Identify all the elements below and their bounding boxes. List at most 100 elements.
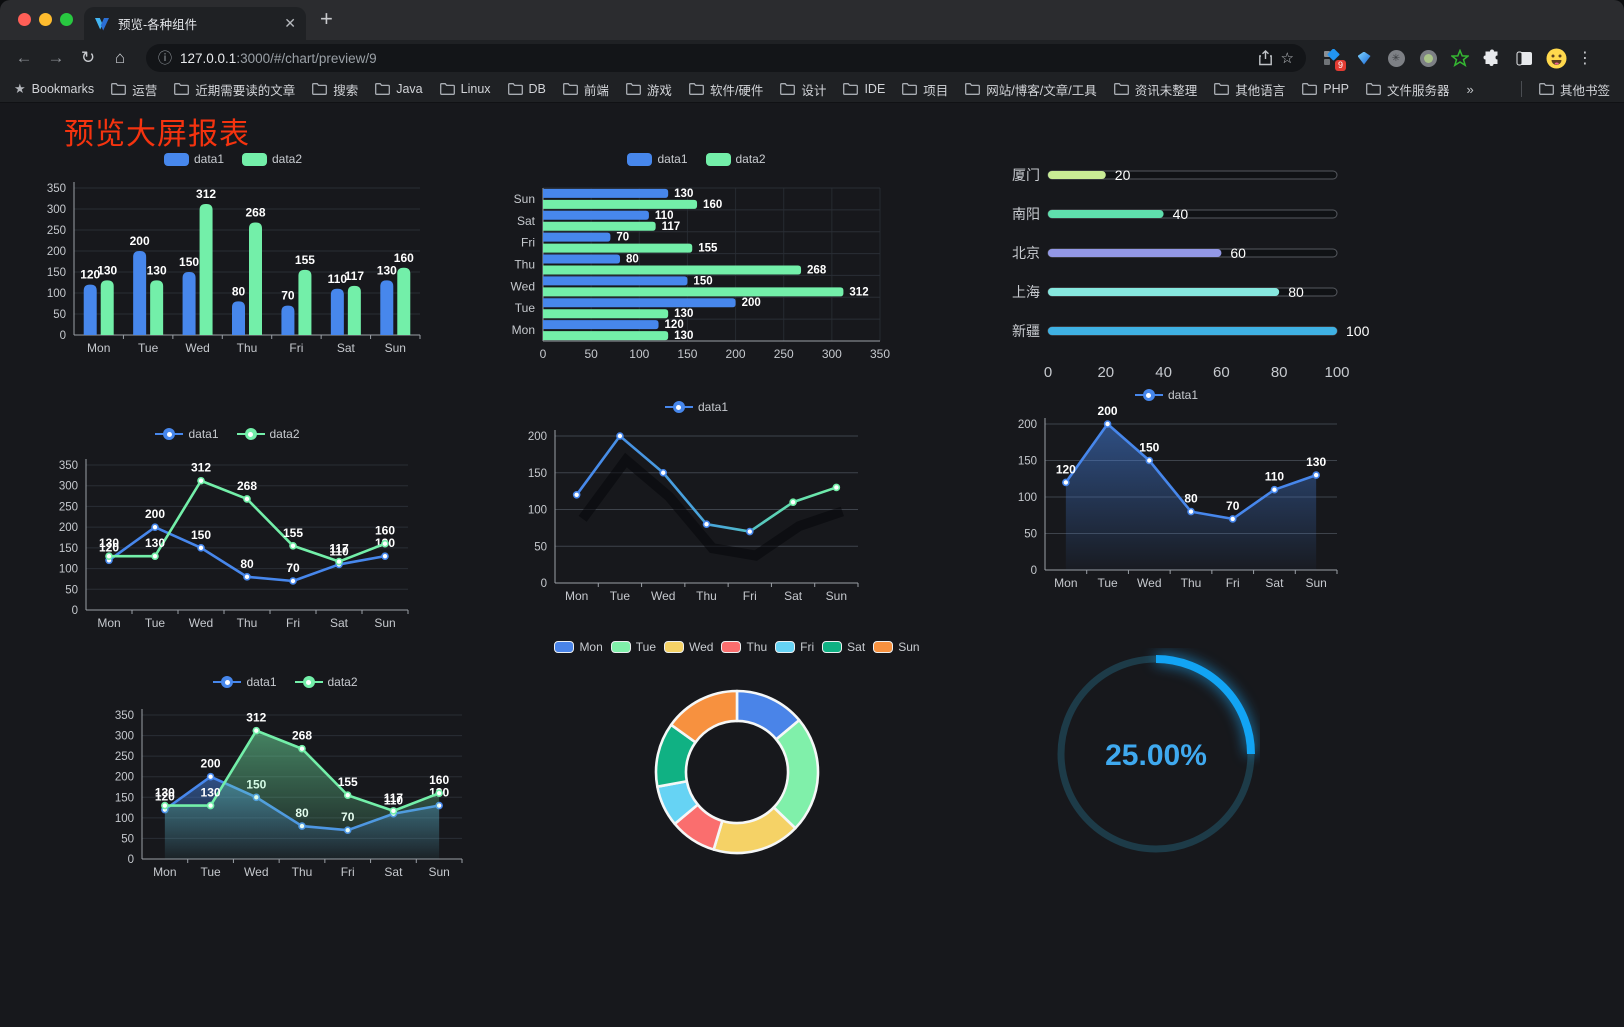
legend-item-Mon[interactable]: Mon [554, 640, 603, 654]
legend-item-data1[interactable]: data1 [627, 152, 688, 166]
gem-extension-icon[interactable] [1350, 45, 1378, 71]
back-button[interactable]: ← [15, 48, 33, 67]
svg-text:100: 100 [1346, 323, 1370, 339]
svg-text:110: 110 [329, 544, 349, 558]
svg-text:100: 100 [115, 813, 134, 825]
bookmark-folder-item[interactable]: IDE [843, 82, 885, 96]
legend-item-Thu[interactable]: Thu [721, 640, 767, 654]
legend-item-data2[interactable]: data2 [294, 675, 358, 689]
site-info-icon[interactable]: ⓘ [158, 50, 172, 66]
svg-text:Sat: Sat [517, 214, 536, 228]
new-tab-button[interactable]: + [320, 6, 333, 31]
tab-close-icon[interactable]: ✕ [284, 15, 296, 31]
chart-city-progress[interactable]: 厦门 20 南阳 40 北京 60 上海 80 新疆 100 0 20 40 60 80 100 [1000, 153, 1375, 398]
home-button[interactable]: ⌂ [114, 48, 126, 67]
share-icon[interactable] [1258, 50, 1273, 66]
svg-text:Sat: Sat [330, 616, 349, 630]
minimize-window-button[interactable] [39, 13, 52, 26]
svg-text:150: 150 [693, 275, 712, 287]
bookmark-folder-item[interactable]: 设计 [780, 80, 826, 99]
svg-text:312: 312 [191, 461, 211, 475]
reload-button[interactable]: ↻ [80, 48, 96, 67]
legend-item-Tue[interactable]: Tue [610, 640, 656, 654]
chart-line-two-series[interactable]: data1 data2 0 50 100 150 200 250 300 350 Mon Tue Wed… [40, 423, 415, 641]
bookmark-folder-item[interactable]: 其他书签 [1539, 80, 1610, 99]
chart-grouped-bar[interactable]: data1 data2 0 50 100 150 200 250 300 350 Mon Tue Wed… [38, 148, 428, 366]
svg-text:250: 250 [47, 225, 66, 237]
bookmark-folder-item[interactable]: 文件服务器 [1366, 80, 1449, 99]
bookmarks-overflow-chevron[interactable]: » [1466, 81, 1474, 97]
address-bar[interactable]: ⓘ 127.0.0.1:3000/#/chart/preview/9 ☆ [146, 44, 1306, 72]
svg-text:Tue: Tue [145, 616, 166, 630]
svg-text:300: 300 [822, 347, 842, 361]
chart-gauge[interactable]: 25.00% [1052, 648, 1260, 863]
bookmark-folder-item[interactable]: 搜索 [312, 80, 358, 99]
bookmark-folder-item[interactable]: PHP [1302, 82, 1349, 96]
bookmark-folder-item[interactable]: 资讯未整理 [1113, 80, 1197, 99]
chart-legend: data1 data2 [38, 148, 428, 170]
bookmark-folder-item[interactable]: Java [375, 82, 423, 96]
svg-text:200: 200 [130, 234, 150, 248]
bookmark-star-icon[interactable]: ☆ [1280, 50, 1294, 67]
chart-canvas[interactable]: 0 50 100 150 200 Mon Tue Wed Thu Fri Sat Sun [503, 418, 890, 616]
command-extension-icon[interactable]: ✳ [1382, 45, 1410, 71]
profile-avatar-emoji[interactable] [1542, 45, 1570, 71]
url-text[interactable]: 127.0.0.1:3000/#/chart/preview/9 [180, 50, 377, 66]
chart-canvas[interactable] [553, 658, 921, 886]
svg-text:120: 120 [1056, 462, 1076, 476]
chart-gradient-line[interactable]: data1 0 50 100 150 200 Mon Tue Wed Thu Fri Sat Sun [503, 396, 890, 616]
chart-canvas[interactable]: 0 50 100 150 200 250 300 350 Mon Tue Wed Thu Fri Sat S… [40, 445, 415, 641]
menu-icon[interactable]: ⋮ [1577, 50, 1593, 67]
legend-item-data2[interactable]: data2 [242, 152, 302, 166]
bookmark-folder-item[interactable]: 游戏 [625, 80, 672, 99]
browser-tab[interactable]: 预览-各种组件 ✕ [84, 7, 306, 40]
legend-item-data1[interactable]: data1 [664, 400, 728, 414]
legend-item-Fri[interactable]: Fri [775, 640, 814, 654]
bookmark-folder-item[interactable]: Linux [439, 82, 491, 96]
legend-item-data2[interactable]: data2 [236, 427, 300, 441]
bookmark-folder-item[interactable]: 网站/博客/文章/工具 [965, 80, 1097, 99]
svg-text:20: 20 [1115, 167, 1131, 183]
chart-canvas[interactable]: 25.00% [1052, 648, 1260, 860]
legend-item-Sun[interactable]: Sun [873, 640, 920, 654]
maximize-window-button[interactable] [60, 13, 73, 26]
bookmarks-manager-item[interactable]: ★ Bookmarks [14, 81, 95, 96]
svg-text:上海: 上海 [1012, 284, 1040, 300]
bookmark-folder-item[interactable]: DB [507, 82, 546, 96]
chart-horizontal-bar[interactable]: data1 data2 0 50 100 150 200 250 300 350 Sun 130 160… [503, 148, 891, 366]
chart-area-two-series[interactable]: data1 data2 0 50 100 150 200 250 300 350 Mon Tue Wed… [98, 671, 473, 893]
legend-item-data1[interactable]: data1 [155, 427, 219, 441]
close-window-button[interactable] [18, 13, 31, 26]
forward-button[interactable]: → [47, 48, 65, 67]
chart-canvas[interactable]: 0 50 100 150 200 Mon Tue Wed Thu Fri Sat Sun 120 200 1… [983, 404, 1350, 602]
bookmark-folder-item[interactable]: 其他语言 [1214, 80, 1285, 99]
legend-item-data2[interactable]: data2 [705, 152, 766, 166]
svg-text:Tue: Tue [138, 341, 159, 355]
extension-badge: 9 [1334, 60, 1346, 71]
chart-canvas[interactable]: 0 50 100 150 200 250 300 350 Mon Tue Wed Thu Fri Sat S… [38, 170, 428, 366]
extensions-puzzle-icon[interactable] [1478, 45, 1506, 71]
legend-item-Wed[interactable]: Wed [664, 640, 713, 654]
chart-donut[interactable]: Mon Tue Wed Thu Fri Sat Sun [553, 636, 921, 891]
bookmark-folder-item[interactable]: 软件/硬件 [688, 80, 763, 99]
svg-text:150: 150 [179, 255, 199, 269]
svg-text:Sat: Sat [337, 341, 356, 355]
dot-extension-icon[interactable] [1414, 45, 1442, 71]
legend-item-data1[interactable]: data1 [1134, 388, 1198, 402]
bookmark-folder-item[interactable]: 近期需要读的文章 [174, 80, 295, 99]
bookmark-folder-item[interactable]: 运营 [111, 80, 157, 99]
legend-item-data1[interactable]: data1 [213, 675, 277, 689]
chart-canvas[interactable]: 0 50 100 150 200 250 300 350 Mon Tue Wed Thu Fri Sat S… [98, 693, 473, 893]
bookmark-folder-item[interactable]: 项目 [902, 80, 948, 99]
chart-canvas[interactable]: 厦门 20 南阳 40 北京 60 上海 80 新疆 100 0 20 40 60 80 100 [1000, 153, 1375, 398]
sidebar-toggle-icon[interactable] [1510, 45, 1538, 71]
svg-text:Wed: Wed [511, 279, 535, 293]
chart-area-line[interactable]: data1 0 50 100 150 200 Mon Tue Wed Thu Fri Sat Sun 12… [983, 384, 1350, 602]
bookmark-folder-item[interactable]: 前端 [562, 80, 609, 99]
star-extension-icon[interactable] [1446, 45, 1474, 71]
legend-item-data1[interactable]: data1 [163, 152, 224, 166]
extension-grid-icon[interactable]: 9 [1318, 45, 1346, 71]
legend-item-Sat[interactable]: Sat [822, 640, 865, 654]
svg-text:Wed: Wed [244, 865, 268, 879]
